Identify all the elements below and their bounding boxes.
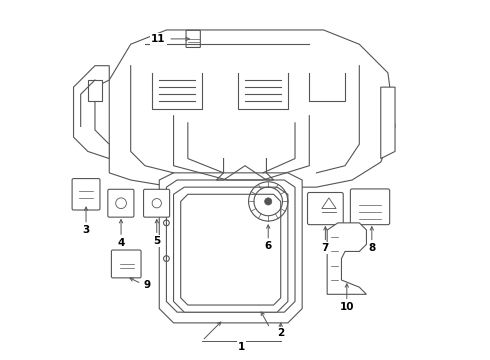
FancyBboxPatch shape [308, 193, 343, 225]
Polygon shape [74, 66, 109, 158]
Polygon shape [159, 173, 302, 323]
Text: 8: 8 [368, 243, 375, 253]
Text: 6: 6 [265, 241, 272, 251]
FancyBboxPatch shape [72, 179, 100, 210]
Polygon shape [381, 87, 395, 158]
FancyBboxPatch shape [186, 30, 200, 48]
FancyBboxPatch shape [111, 250, 141, 278]
FancyBboxPatch shape [108, 189, 134, 217]
Polygon shape [167, 180, 295, 312]
Polygon shape [109, 30, 395, 187]
Polygon shape [88, 80, 102, 102]
Polygon shape [327, 223, 367, 294]
Text: 5: 5 [153, 236, 160, 246]
Text: 10: 10 [340, 302, 354, 312]
Text: 1: 1 [238, 342, 245, 352]
FancyBboxPatch shape [350, 189, 390, 225]
Text: 11: 11 [151, 34, 166, 44]
Text: 3: 3 [82, 225, 90, 235]
Polygon shape [173, 187, 288, 312]
Text: 4: 4 [118, 238, 125, 248]
Text: 7: 7 [322, 243, 329, 253]
Text: 9: 9 [143, 280, 150, 291]
Text: 2: 2 [277, 328, 284, 338]
Circle shape [265, 198, 272, 205]
FancyBboxPatch shape [144, 189, 170, 217]
